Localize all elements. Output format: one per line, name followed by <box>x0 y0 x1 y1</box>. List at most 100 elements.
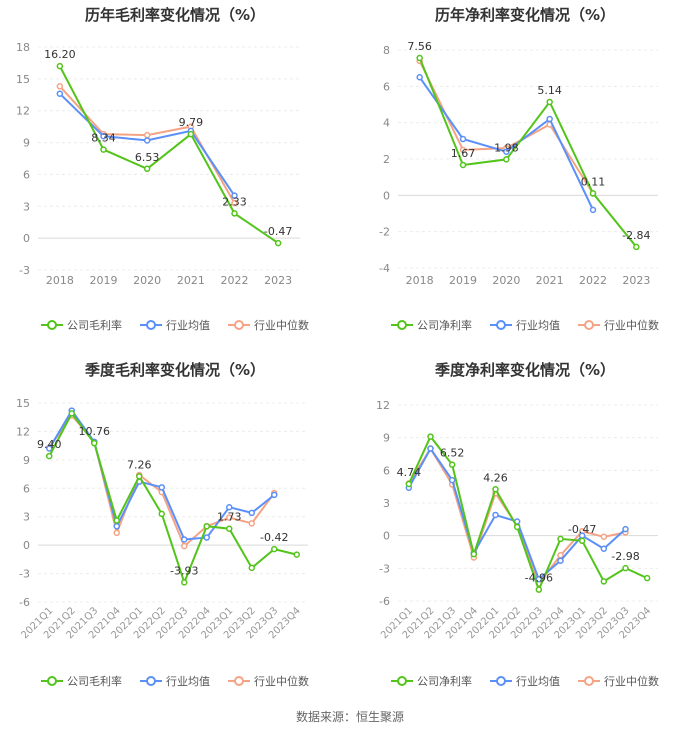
data-point-company <box>557 535 564 543</box>
legend-label: 行业中位数 <box>604 319 659 332</box>
data-label: 7.26 <box>127 458 152 471</box>
chart-legend: 公司毛利率 行业均值 行业中位数 <box>0 317 350 333</box>
y-tick-label: -3 <box>19 264 30 277</box>
chart-svg: 129630-3-62021Q12021Q22021Q32021Q42022Q1… <box>376 399 658 641</box>
data-label: 1.73 <box>217 511 242 524</box>
data-label: -2.98 <box>611 550 639 563</box>
legend-item-avg[interactable]: 行业均值 <box>490 673 560 689</box>
data-point-avg <box>589 206 597 214</box>
legend-item-avg[interactable]: 行业均值 <box>490 317 560 333</box>
data-label: 16.20 <box>44 48 76 61</box>
legend-swatch <box>41 676 63 686</box>
data-point-company <box>589 190 597 197</box>
chart-svg: 8 6 4 2 0 -2 -4 2018 2019 2020 2021 2022 2023 7.56 1.6… <box>379 40 658 287</box>
data-label: 4.26 <box>483 471 508 484</box>
y-tick-label: 6 <box>383 464 390 477</box>
data-label: 1.98 <box>494 141 519 154</box>
data-point-median <box>226 514 233 521</box>
legend-item-company[interactable]: 公司毛利率 <box>41 317 122 333</box>
data-point-median <box>459 146 467 154</box>
legend-item-median[interactable]: 行业中位数 <box>228 673 309 689</box>
legend-item-median[interactable]: 行业中位数 <box>578 673 659 689</box>
legend-item-company[interactable]: 公司毛利率 <box>41 673 122 689</box>
data-point-company <box>100 146 107 153</box>
y-tick-label: -3 <box>19 568 30 581</box>
series-line-company <box>58 65 279 244</box>
data-point-company <box>226 525 233 532</box>
legend-swatch <box>490 320 512 330</box>
legend-label: 行业中位数 <box>254 319 309 332</box>
data-point-company <box>600 578 608 585</box>
data-label: 10.76 <box>79 425 111 438</box>
y-tick-label: 15 <box>16 397 30 410</box>
series-line-median <box>59 85 236 204</box>
y-tick-label: 18 <box>16 41 30 54</box>
data-point-company <box>68 410 75 417</box>
data-point-median <box>56 83 64 90</box>
data-point-company <box>513 523 521 531</box>
legend-swatch <box>490 676 512 686</box>
data-point-company <box>113 517 120 524</box>
data-point-company <box>293 551 300 558</box>
series-line-avg <box>59 92 236 197</box>
legend-swatch <box>391 320 413 330</box>
legend-label: 行业均值 <box>166 319 210 332</box>
data-point-avg <box>248 509 255 517</box>
data-point-company <box>622 564 629 572</box>
chart-legend: 公司净利率 行业均值 行业中位数 <box>350 317 700 333</box>
data-point-company <box>143 165 151 173</box>
data-point-median <box>600 533 608 541</box>
y-tick-label: 3 <box>23 511 30 524</box>
data-label: 0.11 <box>581 175 606 188</box>
data-point-median <box>143 131 151 139</box>
x-tick-label: 2020 <box>133 274 161 287</box>
data-label: 9.40 <box>37 438 62 451</box>
data-point-company <box>427 433 434 440</box>
data-label: -3.93 <box>170 564 198 577</box>
data-label: 1.67 <box>451 147 476 160</box>
data-point-avg <box>181 536 188 543</box>
data-point-avg <box>492 511 499 519</box>
legend-item-company[interactable]: 公司净利率 <box>391 673 472 689</box>
data-label: -2.84 <box>622 229 650 242</box>
data-point-company <box>535 586 543 593</box>
y-tick-label: 2 <box>383 153 390 166</box>
data-point-avg <box>416 74 423 81</box>
data-point-avg <box>203 534 210 541</box>
data-point-median <box>557 552 564 559</box>
data-point-company <box>405 480 413 488</box>
series-line-company <box>407 434 648 593</box>
data-point-company <box>231 210 238 217</box>
y-tick-label: -2 <box>379 226 390 239</box>
data-point-company <box>274 239 282 247</box>
data-point-avg <box>56 90 64 97</box>
legend-item-avg[interactable]: 行业均值 <box>140 317 210 333</box>
data-label: 6.53 <box>135 151 160 164</box>
data-point-avg <box>546 115 553 123</box>
data-label: 2.33 <box>222 195 247 208</box>
data-label: -4.96 <box>525 572 553 585</box>
x-tick-label: 2020 <box>492 274 520 287</box>
chart-svg: 18 15 12 9 6 3 0 -3 2018 2019 2020 2021 2022 2023 16.2… <box>16 41 300 287</box>
chart-svg: 15129630-3-62021Q12021Q22021Q32021Q42022… <box>16 397 308 641</box>
y-tick-label: 9 <box>23 137 30 150</box>
chart-title: 历年毛利率变化情况（%） <box>84 6 266 24</box>
data-point-company <box>459 161 467 169</box>
legend-label: 公司净利率 <box>417 675 472 688</box>
legend-item-median[interactable]: 行业中位数 <box>228 317 309 333</box>
chart-legend: 公司毛利率 行业均值 行业中位数 <box>0 673 350 689</box>
legend-item-company[interactable]: 公司净利率 <box>391 317 472 333</box>
data-point-avg <box>459 135 467 143</box>
data-point-avg <box>113 522 120 530</box>
data-point-company <box>643 574 651 582</box>
legend-item-avg[interactable]: 行业均值 <box>140 673 210 689</box>
series-line-median <box>418 60 594 195</box>
data-point-company <box>503 156 510 163</box>
y-tick-label: 9 <box>383 432 390 445</box>
legend-item-median[interactable]: 行业中位数 <box>578 317 659 333</box>
data-point-avg <box>622 525 629 533</box>
data-point-company <box>578 537 586 545</box>
y-tick-label: 0 <box>23 539 30 552</box>
data-point-avg <box>226 503 233 511</box>
y-tick-label: 12 <box>376 399 390 412</box>
